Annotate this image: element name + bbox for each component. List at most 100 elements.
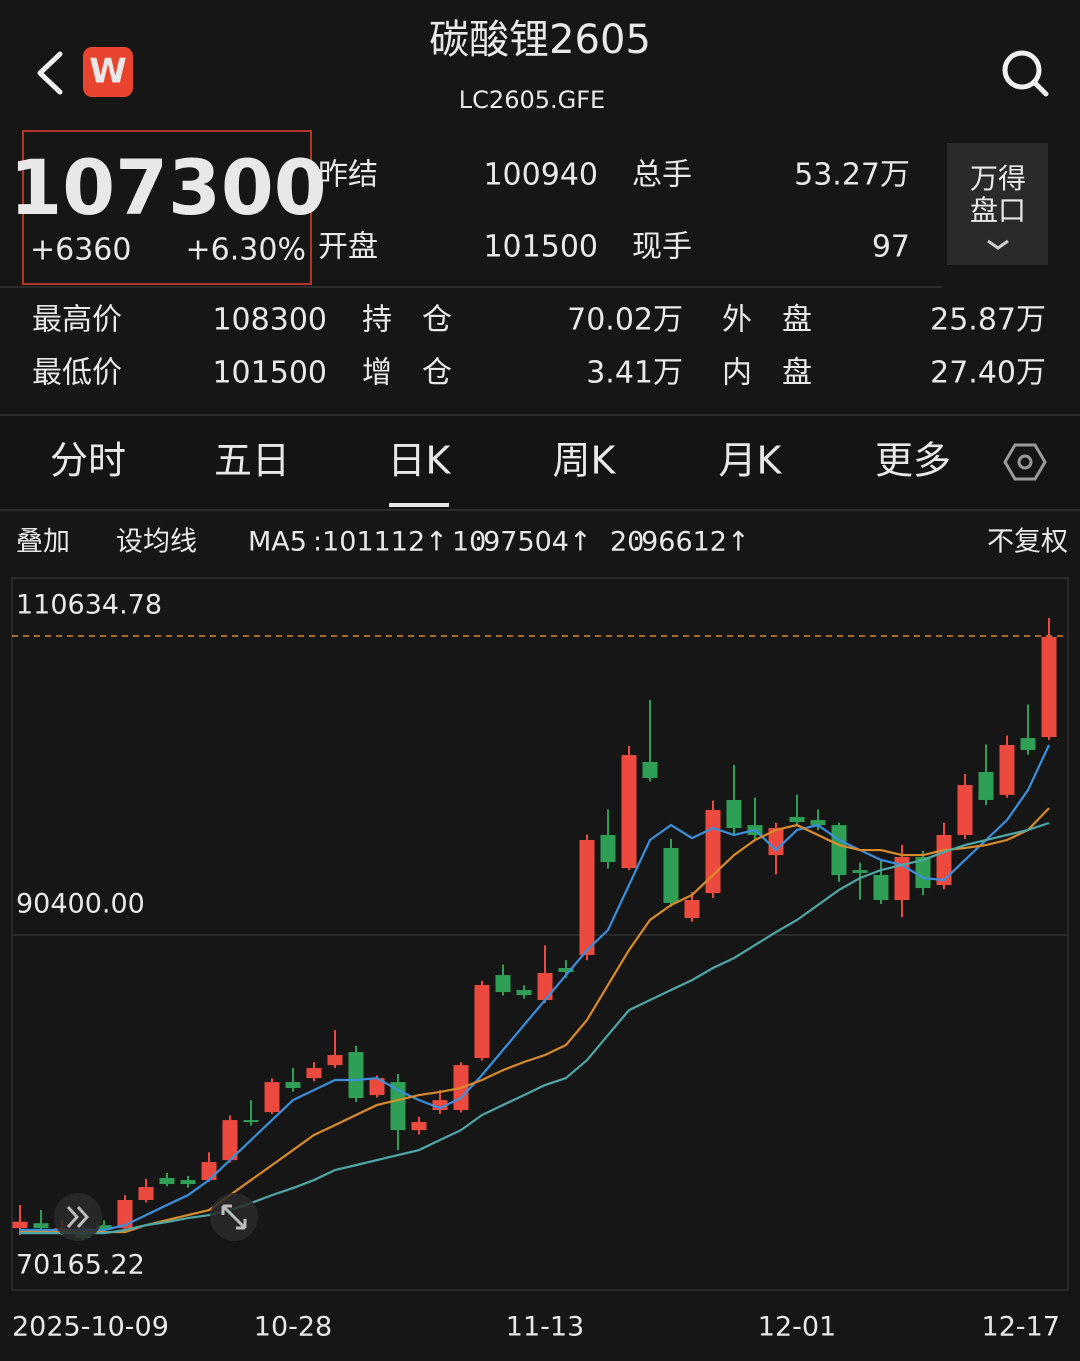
back-button[interactable]	[37, 51, 63, 95]
change-pct: +6.30%	[186, 233, 306, 268]
tab[interactable]: 日K	[388, 439, 452, 483]
candle-body	[306, 1068, 322, 1079]
detail-value: 25.87万	[930, 303, 1046, 338]
candle-body	[579, 840, 595, 955]
x-tick-label: 12-17	[982, 1312, 1060, 1343]
candle-body	[327, 1055, 343, 1066]
price-box	[22, 130, 312, 285]
detail-value: 3.41万	[586, 356, 683, 391]
logo-badge	[83, 47, 133, 97]
toolbar-button[interactable]: 不复权	[987, 527, 1068, 558]
search-button[interactable]	[1002, 50, 1042, 90]
candle-body	[369, 1078, 385, 1096]
detail-label: 外 盘	[722, 303, 812, 338]
depth-button[interactable]	[947, 143, 1048, 265]
legend-name: MA5	[248, 527, 307, 558]
stat-value: 97	[872, 230, 910, 265]
legend-name: 10	[452, 527, 486, 558]
candle-body	[558, 967, 574, 972]
settings-button[interactable]	[1003, 443, 1047, 481]
expand-button[interactable]	[210, 1193, 258, 1241]
tab[interactable]: 分时	[50, 439, 126, 483]
tab[interactable]: 五日	[214, 439, 290, 483]
stat-label: 现手	[632, 230, 692, 265]
stat-value: 53.27万	[794, 158, 910, 193]
candle-body	[642, 761, 658, 778]
logo-letter: W	[89, 52, 127, 92]
tab[interactable]: 周K	[553, 439, 617, 483]
candle-body	[138, 1186, 154, 1201]
stat-label: 开盘	[318, 230, 378, 265]
detail-label: 持 仓	[362, 303, 452, 338]
toolbar-button[interactable]: 设均线	[116, 527, 197, 558]
button-label: 盘口	[970, 194, 1026, 227]
legend-value: :97504↑	[474, 527, 592, 558]
stat-value: 101500	[483, 230, 598, 265]
candle-body	[180, 1180, 196, 1185]
candle-body	[810, 820, 826, 826]
tab-bar	[0, 415, 1080, 510]
candle-body	[957, 785, 973, 835]
legend-value: :96612↑	[632, 527, 750, 558]
chevron	[987, 239, 1009, 250]
detail-value: 70.02万	[567, 303, 683, 338]
search-handle	[1031, 79, 1049, 97]
collapse-button[interactable]	[54, 1193, 102, 1241]
plot: 110634.78 90400.00 70165.22 2025-10-09 10-28…	[12, 590, 1068, 1343]
candle-body	[726, 799, 742, 829]
x-tick-label: 2025-10-09	[12, 1312, 169, 1343]
candle-body	[516, 990, 532, 996]
candle-body	[432, 1100, 448, 1111]
candle-body	[915, 857, 931, 889]
candle-body	[222, 1120, 238, 1161]
tab[interactable]: 月K	[719, 439, 783, 483]
price: 107300	[9, 143, 326, 232]
candle-body	[768, 828, 784, 856]
candle-body	[495, 975, 511, 993]
stat-value: 100940	[483, 158, 598, 193]
candle-body	[621, 755, 637, 869]
tab[interactable]: 更多	[875, 439, 951, 483]
ma-line	[20, 744, 1050, 1232]
legend-value: :101112↑	[313, 527, 448, 558]
candle-body	[348, 1052, 364, 1099]
y-tick-label: 110634.78	[16, 590, 162, 621]
ma-line	[20, 807, 1050, 1234]
candle-body	[789, 816, 805, 822]
candle-body	[852, 870, 868, 873]
stat-label: 总手	[632, 158, 692, 193]
candle-body	[201, 1162, 217, 1181]
candle-body	[600, 834, 616, 863]
detail-value: 27.40万	[930, 356, 1046, 391]
candle-body	[474, 984, 490, 1058]
change: +6360	[30, 233, 131, 268]
ma-line	[20, 821, 1050, 1235]
detail-label: 增 仓	[362, 356, 452, 391]
subtitle: LC2605.GFE	[459, 86, 605, 114]
y-tick-label: 70165.22	[16, 1250, 145, 1281]
y-tick-label: 90400.00	[16, 889, 145, 920]
toolbar-button[interactable]: 叠加	[16, 527, 70, 558]
tab-indicator	[389, 503, 449, 507]
detail-value: 101500	[212, 356, 327, 391]
candle-body	[537, 973, 553, 1001]
candle-body	[159, 1177, 175, 1185]
candle-body	[1020, 738, 1036, 751]
candle-body	[873, 875, 889, 901]
detail-label: 最低价	[32, 356, 122, 391]
x-tick-label: 12-01	[758, 1312, 836, 1343]
x-tick-label: 10-28	[254, 1312, 332, 1343]
candle-body	[285, 1082, 301, 1088]
candle-body	[684, 900, 700, 919]
candle-body	[96, 1225, 112, 1231]
detail-label: 内 盘	[722, 356, 812, 391]
candle-body	[936, 834, 952, 886]
candle-body	[978, 772, 994, 800]
detail-value: 108300	[212, 303, 327, 338]
detail-label: 最高价	[32, 303, 122, 338]
x-tick-label: 11-13	[506, 1312, 584, 1343]
icon	[66, 1205, 90, 1229]
